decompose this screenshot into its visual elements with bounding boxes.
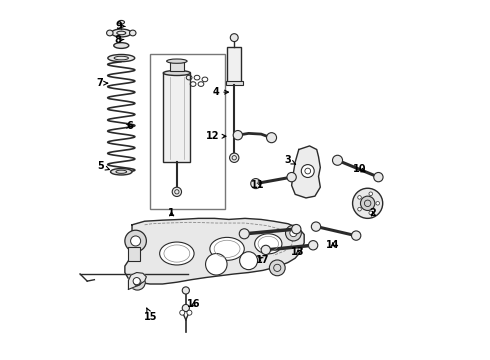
Circle shape <box>333 155 343 165</box>
Circle shape <box>239 229 249 239</box>
Ellipse shape <box>111 29 131 37</box>
Circle shape <box>230 34 238 41</box>
Circle shape <box>301 165 314 177</box>
Circle shape <box>351 231 361 240</box>
Text: 9: 9 <box>115 21 125 31</box>
Bar <box>225 81 243 85</box>
Circle shape <box>353 188 383 219</box>
Circle shape <box>369 211 372 215</box>
Ellipse shape <box>210 237 245 260</box>
Ellipse shape <box>118 21 124 24</box>
Text: 15: 15 <box>144 308 158 322</box>
Polygon shape <box>125 219 304 284</box>
Bar <box>128 247 140 261</box>
Bar <box>227 47 242 82</box>
Ellipse shape <box>108 54 135 62</box>
Circle shape <box>125 230 147 252</box>
Circle shape <box>361 196 375 211</box>
Circle shape <box>267 133 276 143</box>
Polygon shape <box>292 146 320 198</box>
Circle shape <box>182 305 190 312</box>
Circle shape <box>311 222 320 231</box>
Circle shape <box>358 207 361 211</box>
Circle shape <box>233 131 243 140</box>
Text: 10: 10 <box>353 164 367 174</box>
Circle shape <box>286 225 301 241</box>
Circle shape <box>172 187 181 197</box>
Text: 12: 12 <box>206 131 226 141</box>
Circle shape <box>131 236 141 246</box>
Circle shape <box>251 179 261 189</box>
Text: 7: 7 <box>97 78 108 88</box>
Circle shape <box>205 253 227 275</box>
Circle shape <box>309 240 318 250</box>
Bar <box>163 73 191 162</box>
Circle shape <box>290 229 297 237</box>
Text: 2: 2 <box>369 208 376 218</box>
Circle shape <box>133 278 140 285</box>
Circle shape <box>292 225 301 234</box>
Ellipse shape <box>107 30 113 36</box>
Ellipse shape <box>167 59 187 63</box>
Ellipse shape <box>160 242 194 265</box>
Circle shape <box>287 172 296 182</box>
Text: 5: 5 <box>98 161 109 171</box>
Ellipse shape <box>163 71 191 76</box>
Text: 3: 3 <box>285 155 295 165</box>
Text: 14: 14 <box>326 240 340 250</box>
Circle shape <box>369 192 372 195</box>
Ellipse shape <box>114 42 129 48</box>
Circle shape <box>376 202 379 205</box>
Text: 16: 16 <box>187 300 201 310</box>
Circle shape <box>230 153 239 162</box>
Circle shape <box>129 274 146 290</box>
Polygon shape <box>128 273 147 289</box>
Bar <box>170 62 184 71</box>
Circle shape <box>182 287 190 294</box>
Circle shape <box>240 252 258 270</box>
Text: 8: 8 <box>114 35 124 45</box>
Text: 11: 11 <box>251 180 264 190</box>
Circle shape <box>270 260 285 276</box>
Circle shape <box>180 310 185 315</box>
Circle shape <box>358 195 361 199</box>
Text: 1: 1 <box>168 208 175 218</box>
Bar <box>150 54 225 209</box>
Circle shape <box>187 310 192 315</box>
Text: 4: 4 <box>213 87 228 97</box>
Circle shape <box>261 245 270 255</box>
Text: 6: 6 <box>126 121 133 131</box>
Circle shape <box>374 172 383 182</box>
Text: 13: 13 <box>292 247 305 257</box>
Text: 17: 17 <box>255 255 269 265</box>
Ellipse shape <box>255 234 282 254</box>
Ellipse shape <box>111 168 132 175</box>
Ellipse shape <box>129 30 136 36</box>
